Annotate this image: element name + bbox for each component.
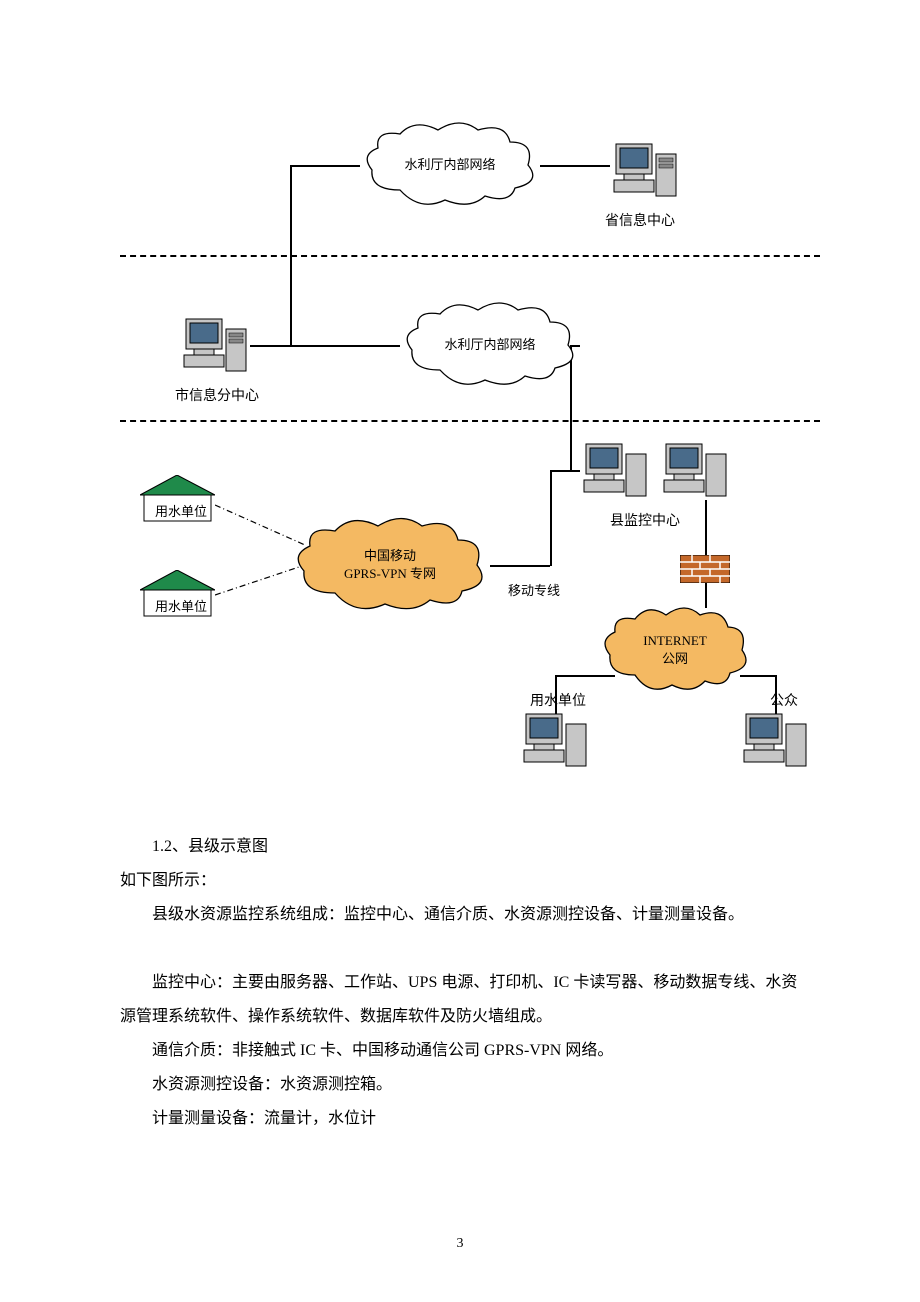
text-line-6: 计量测量设备：流量计，水位计 [120,1102,800,1136]
text-line-5: 水资源测控设备：水资源测控箱。 [120,1068,800,1102]
text-line-2: 县级水资源监控系统组成：监控中心、通信介质、水资源测控设备、计量测量设备。 [120,898,800,932]
cloud-line2: GPRS-VPN 专网 [344,565,436,583]
computer-county-2 [660,440,730,500]
computer-provincial [610,140,680,200]
computer-city [180,315,250,375]
computer-water-unit [520,710,590,770]
computer-county-1 [580,440,650,500]
label-county-center: 县监控中心 [610,510,680,530]
label-provincial-center: 省信息中心 [605,210,675,230]
cloud-city-network: 水利厅内部网络 [400,300,580,390]
network-diagram: 水利厅内部网络 水利厅内部网络 中国移动 GPRS-VPN 专网 INTERNE… [120,120,820,790]
tier-separator-2 [120,420,820,422]
text-line-3: 监控中心：主要由服务器、工作站、UPS 电源、打印机、IC 卡读写器、移动数据专… [120,966,800,1033]
label-public: 公众 [770,690,798,710]
connector [290,345,400,347]
cloud-provincial-network: 水利厅内部网络 [360,120,540,210]
connector [550,470,580,472]
connector [290,165,292,345]
cloud-line2: 公网 [643,650,707,668]
label-city-center: 市信息分中心 [175,385,259,405]
label-mobile-line: 移动专线 [508,580,560,599]
text-line-4: 通信介质：非接触式 IC 卡、中国移动通信公司 GPRS-VPN 网络。 [120,1034,800,1068]
connector [490,565,550,567]
label-water-unit-pc: 用水单位 [530,690,586,710]
firewall-icon [680,555,730,588]
text-line-1: 如下图所示： [120,864,800,898]
cloud-label: INTERNET 公网 [629,632,721,668]
connector [705,500,707,555]
connector [540,165,610,167]
cloud-line1: 中国移动 [344,547,436,565]
computer-public [740,710,810,770]
house-label-1: 用水单位 [155,501,207,520]
connector [250,345,290,347]
page-number: 3 [0,1236,920,1252]
cloud-internet: INTERNET 公网 [600,605,750,695]
connector [290,165,360,167]
cloud-label: 水利厅内部网络 [390,156,509,174]
cloud-label: 中国移动 GPRS-VPN 专网 [330,547,450,583]
connector [550,470,552,566]
section-heading: 1.2、县级示意图 [120,830,800,864]
cloud-gprs-vpn: 中国移动 GPRS-VPN 专网 [290,515,490,615]
house-label-2: 用水单位 [155,596,207,615]
cloud-line1: INTERNET [643,632,707,650]
page: 水利厅内部网络 水利厅内部网络 中国移动 GPRS-VPN 专网 INTERNE… [0,0,920,1302]
cloud-label: 水利厅内部网络 [430,336,549,354]
tier-separator-1 [120,255,820,257]
